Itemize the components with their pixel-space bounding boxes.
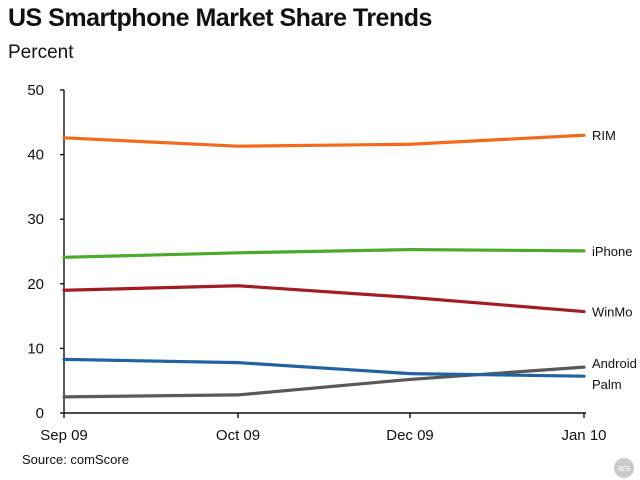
chart-series-labels: RIM iPhone WinMo Android Palm <box>592 128 637 392</box>
ars-logo: ars <box>614 458 634 478</box>
series-line-android <box>62 365 586 399</box>
x-tick-label: Dec 09 <box>386 427 434 444</box>
x-tick-label: Jan 10 <box>561 427 606 444</box>
series-line-iphone <box>62 247 586 259</box>
series-label-winmo: WinMo <box>592 305 632 320</box>
y-tick-label: 50 <box>27 82 44 99</box>
y-tick-label: 20 <box>27 276 44 293</box>
series-line-rim <box>62 133 586 148</box>
series-line-palm <box>62 357 586 378</box>
y-tick-label: 40 <box>27 147 44 164</box>
y-tick-label: 0 <box>36 405 44 422</box>
x-tick-label: Oct 09 <box>216 427 260 444</box>
y-tick-label: 10 <box>27 340 44 357</box>
series-label-android: Android <box>592 356 637 371</box>
series-label-rim: RIM <box>592 128 616 143</box>
series-line-winmo <box>62 284 586 314</box>
chart-series <box>62 133 586 399</box>
series-label-iphone: iPhone <box>592 244 632 259</box>
chart-axes: 0 10 20 30 40 50 Sep 09 Oct 09 Dec 09 Jan 10 <box>27 82 606 444</box>
x-tick-label: Sep 09 <box>40 427 88 444</box>
y-tick-label: 30 <box>27 211 44 228</box>
chart-subtitle: Percent <box>8 42 74 63</box>
chart-title: US Smartphone Market Share Trends <box>8 4 432 32</box>
series-label-palm: Palm <box>592 377 622 392</box>
source-note: Source: comScore <box>22 452 129 467</box>
